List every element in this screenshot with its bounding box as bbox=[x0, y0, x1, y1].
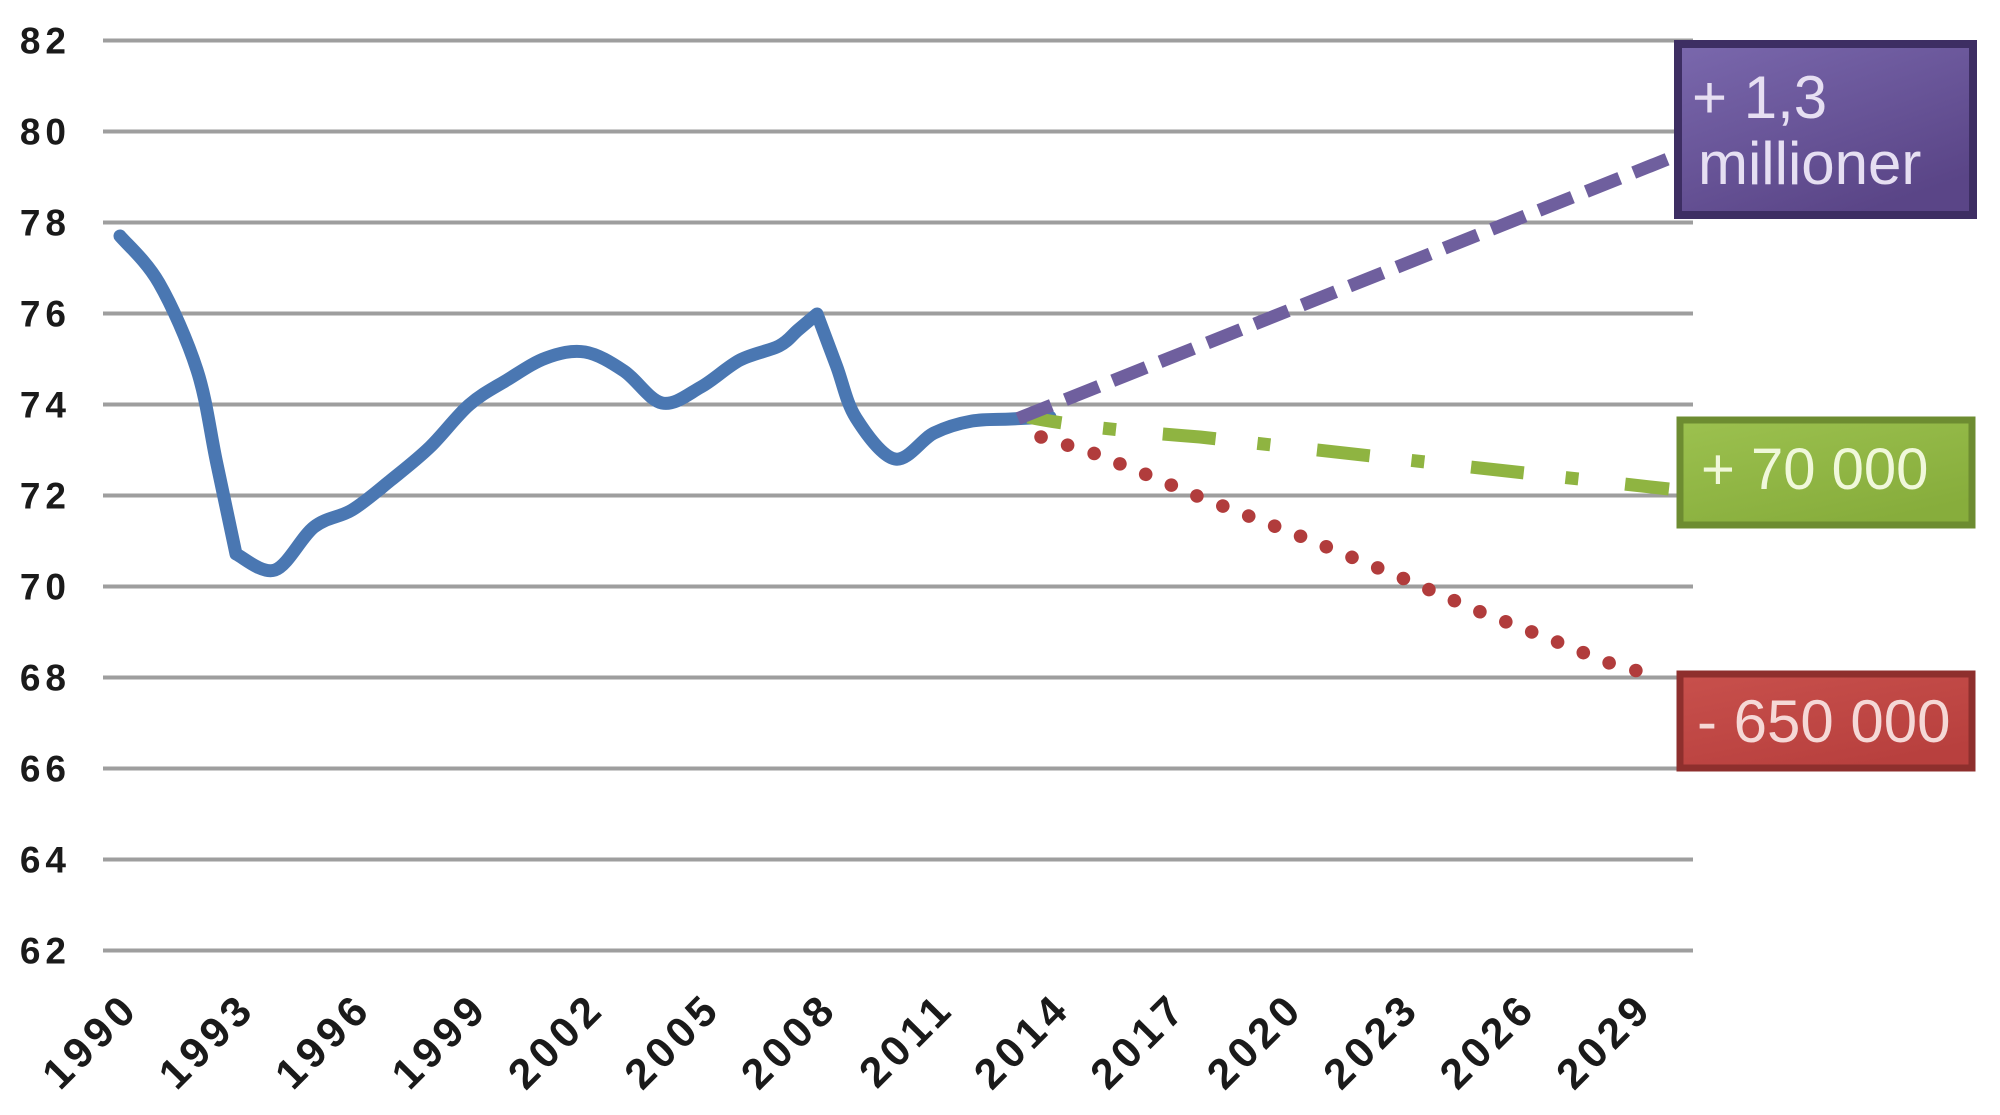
svg-text:78: 78 bbox=[20, 203, 71, 244]
svg-text:76: 76 bbox=[20, 294, 71, 335]
svg-text:68: 68 bbox=[20, 658, 71, 699]
svg-text:- 650 000: - 650 000 bbox=[1697, 688, 1951, 755]
svg-text:64: 64 bbox=[20, 840, 71, 881]
svg-text:70: 70 bbox=[20, 567, 71, 608]
svg-text:82: 82 bbox=[20, 21, 71, 62]
svg-text:62: 62 bbox=[20, 931, 71, 972]
svg-text:millioner: millioner bbox=[1698, 130, 1921, 197]
svg-text:72: 72 bbox=[20, 476, 71, 517]
svg-text:+ 70 000: + 70 000 bbox=[1701, 437, 1928, 502]
svg-text:80: 80 bbox=[20, 112, 71, 153]
svg-text:74: 74 bbox=[20, 385, 71, 426]
svg-text:66: 66 bbox=[20, 749, 71, 790]
svg-text:+ 1,3: + 1,3 bbox=[1692, 64, 1827, 131]
